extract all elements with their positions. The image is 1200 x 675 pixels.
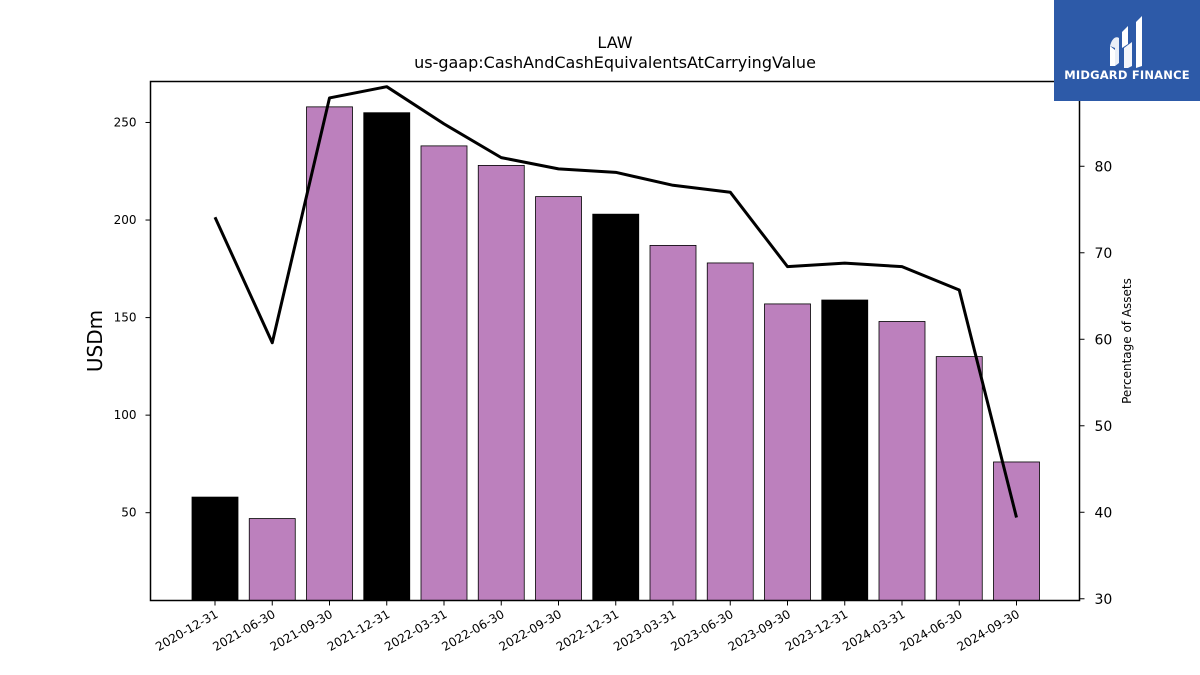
bar-2021-09-30 xyxy=(306,106,353,601)
line-percentage-of-assets xyxy=(213,85,1018,518)
bar-2021-06-30 xyxy=(248,518,296,601)
x-tick-label: 2024-06-30 xyxy=(897,607,964,654)
x-tick-label: 2023-06-30 xyxy=(668,607,735,654)
bar-2022-09-30 xyxy=(535,196,582,601)
y-tick-label: 250 xyxy=(114,115,137,129)
y-tick-label: 150 xyxy=(114,311,137,325)
x-tick-label: 2022-06-30 xyxy=(439,607,506,654)
brand-logo: MIDGARD FINANCE xyxy=(1054,0,1200,101)
y2-axis-label: Percentage of Assets xyxy=(1120,278,1134,404)
y2-tick-label: 40 xyxy=(1095,505,1113,521)
brand-name: MIDGARD FINANCE xyxy=(1064,68,1190,82)
x-tick-label: 2022-09-30 xyxy=(497,607,564,654)
bar-2022-06-30 xyxy=(477,164,525,601)
bar-2023-12-31 xyxy=(821,299,869,601)
x-tick-label: 2024-03-31 xyxy=(840,607,907,654)
x-tick-label: 2021-09-30 xyxy=(268,607,335,654)
x-tick-label: 2021-12-31 xyxy=(325,607,392,654)
plot-frame xyxy=(149,80,1081,602)
x-tick-label: 2023-03-31 xyxy=(611,607,678,654)
x-tick-label: 2021-06-30 xyxy=(210,607,277,654)
bar-2024-03-31 xyxy=(878,321,926,601)
bar-2020-12-31 xyxy=(191,496,239,601)
bar-2023-03-31 xyxy=(649,244,697,601)
x-tick-label: 2023-12-31 xyxy=(783,607,850,654)
bar-2022-12-31 xyxy=(592,213,640,601)
x-tick-label: 2022-03-31 xyxy=(382,607,449,654)
y2-tick-label: 70 xyxy=(1095,246,1113,262)
bar-2023-09-30 xyxy=(764,303,811,601)
y2-tick-label: 80 xyxy=(1095,159,1113,175)
x-axis: 2020-12-312021-06-302021-09-302021-12-31… xyxy=(153,600,1022,654)
line-series-group xyxy=(213,85,1018,518)
y2-tick-label: 30 xyxy=(1095,592,1113,608)
y-axis-left: 50 100 150 200 250 xyxy=(114,115,151,520)
bars-group xyxy=(191,106,1040,601)
x-tick-label: 2020-12-31 xyxy=(153,607,220,654)
y2-tick-label: 50 xyxy=(1095,419,1113,435)
y-axis-label: USDm xyxy=(83,310,107,372)
y-axis-right: 30 40 50 60 70 80 xyxy=(1079,159,1113,608)
x-tick-label: 2024-09-30 xyxy=(955,607,1022,654)
y2-tick-label: 60 xyxy=(1095,332,1113,348)
bar-2023-06-30 xyxy=(706,262,754,601)
logo-mark-icon xyxy=(1110,16,1142,68)
bar-2024-09-30 xyxy=(993,461,1040,601)
bar-2024-06-30 xyxy=(935,356,983,601)
chart-title: LAW xyxy=(597,33,632,52)
bar-2021-12-31 xyxy=(363,112,411,601)
bar-2022-03-31 xyxy=(420,145,468,601)
y-tick-label: 50 xyxy=(121,506,136,520)
x-tick-label: 2022-12-31 xyxy=(554,607,621,654)
y-tick-label: 100 xyxy=(114,408,137,422)
y-tick-label: 200 xyxy=(114,213,137,227)
chart-subtitle: us-gaap:CashAndCashEquivalentsAtCarrying… xyxy=(414,53,816,72)
x-tick-label: 2023-09-30 xyxy=(726,607,793,654)
